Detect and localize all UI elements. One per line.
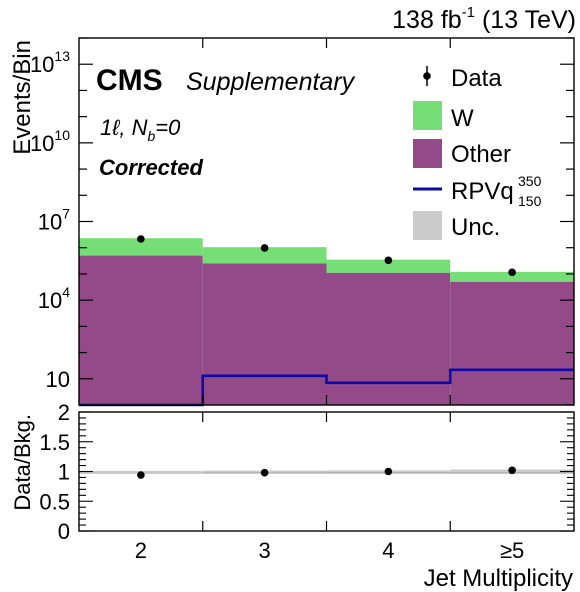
legend-unc-swatch <box>413 211 442 240</box>
legend-other-swatch <box>413 139 442 168</box>
bar-w <box>79 238 203 256</box>
ratio-y-tick-label: 0.5 <box>39 489 70 514</box>
bar-w <box>202 247 327 264</box>
ratio-y-ticks: 0 0.5 1 1.5 2 <box>39 400 574 544</box>
legend-signal-label: RPVq <box>451 178 514 205</box>
legend-data-marker <box>423 72 431 80</box>
ratio-points <box>137 466 516 479</box>
ratio-point <box>384 467 393 476</box>
y-tick-label: 10 <box>46 367 70 392</box>
ratio-x-ticks: 2 3 4 ≥5 <box>135 412 524 563</box>
data-point <box>508 268 516 277</box>
cms-label: CMS <box>96 64 163 97</box>
y-tick-label: 1010 <box>30 127 70 156</box>
lumi-label: 138 fb-1 (13 TeV) <box>392 4 576 34</box>
channel-label: 1ℓ, Nb=0 <box>100 115 181 144</box>
legend: Data W Other RPVq 350 150 Unc. <box>413 65 542 241</box>
data-points <box>137 235 516 277</box>
bar-other <box>79 255 203 405</box>
data-point <box>260 244 269 252</box>
bar-w <box>450 271 574 282</box>
ratio-y-tick-label: 1 <box>58 460 70 485</box>
legend-data-label: Data <box>451 65 502 92</box>
x-tick-label: ≥5 <box>500 538 524 563</box>
ratio-y-axis-label: Data/Bkg. <box>10 414 35 511</box>
y-tick-label: 107 <box>38 206 70 235</box>
ratio-point <box>260 468 269 477</box>
bar-other <box>326 272 451 405</box>
bar-other <box>202 263 327 405</box>
x-axis-label: Jet Multiplicity <box>424 565 573 592</box>
ratio-panel: 0 0.5 1 1.5 2 2 3 4 ≥5 Data/Bkg. Jet Multiplici… <box>10 400 575 592</box>
legend-unc-label: Unc. <box>451 214 500 241</box>
ratio-y-tick-label: 0 <box>58 519 70 544</box>
ratio-point <box>137 471 145 479</box>
legend-other-label: Other <box>451 141 511 168</box>
legend-signal-sup: 350 <box>518 173 542 189</box>
main-panel: 10 104 107 1010 1013 Events/Bin CMS Suppleme… <box>9 37 575 407</box>
ratio-y-tick-label: 1.5 <box>39 430 70 455</box>
main-y-axis-label: Events/Bin <box>9 40 36 155</box>
main-y-ticks: 10 104 107 1010 1013 <box>30 37 574 406</box>
ratio-point <box>508 466 516 475</box>
x-tick-label: 4 <box>382 538 394 563</box>
bar-w <box>326 259 451 273</box>
legend-w-label: W <box>451 105 474 132</box>
main-x-ticks <box>202 38 451 405</box>
legend-w-swatch <box>413 101 442 130</box>
legend-signal-sub: 150 <box>518 193 542 209</box>
y-tick-label: 104 <box>38 284 70 313</box>
x-tick-label: 3 <box>259 538 271 563</box>
supplementary-label: Supplementary <box>186 68 356 96</box>
data-point <box>384 256 393 265</box>
corrected-label: Corrected <box>99 155 203 180</box>
y-tick-label: 1013 <box>30 48 70 77</box>
x-tick-label: 2 <box>135 538 147 563</box>
ratio-y-tick-label: 2 <box>58 400 70 425</box>
data-point <box>137 235 145 243</box>
bar-other <box>450 281 574 405</box>
